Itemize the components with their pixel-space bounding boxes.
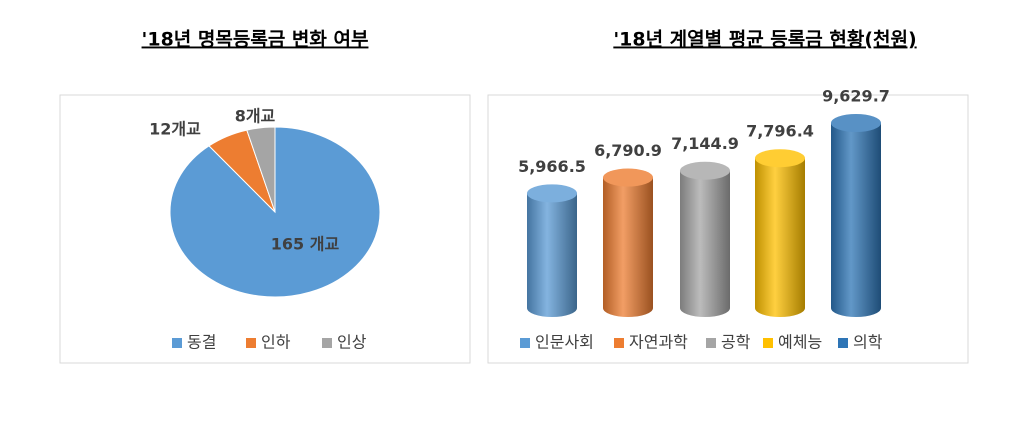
legend-swatch [246,338,256,348]
bar-cap [831,114,881,132]
data-label: 7,796.4 [746,122,814,141]
legend-label: 동결 [187,333,216,352]
data-label: 7,144.9 [671,134,739,153]
bar-cap [680,161,730,180]
data-label: 5,966.5 [518,157,586,176]
legend-swatch [763,338,773,348]
bar [755,158,805,308]
chart-title: '18년 계열별 평균 등록금 현황(천원) [613,28,916,51]
legend-swatch [614,338,624,348]
legend-label: 인문사회 [535,333,594,352]
bar [527,193,577,308]
legend-label: 의학 [853,333,883,352]
bar-cap [527,184,577,203]
data-label: 12개교 [149,120,201,139]
data-label: 9,629.7 [822,87,890,106]
legend-swatch [172,338,182,348]
legend-label: 자연과학 [629,333,688,352]
legend-label: 예체능 [778,333,822,352]
legend-label: 인상 [337,333,367,352]
bar [831,123,881,308]
data-label: 165 개교 [271,235,340,254]
legend-label: 공학 [721,333,751,352]
chart-title: '18년 명목등록금 변화 여부 [142,29,369,51]
legend-swatch [520,338,530,348]
legend-swatch [838,338,848,348]
data-label: 8개교 [235,107,276,126]
legend-swatch [322,338,332,348]
pie-slice [246,126,276,213]
bar [680,170,730,308]
bar [603,177,653,308]
legend-label: 인하 [261,333,291,352]
data-label: 6,790.9 [594,141,662,160]
legend-swatch [706,338,716,348]
bar-cap [755,149,805,168]
bar-cap [603,168,653,187]
